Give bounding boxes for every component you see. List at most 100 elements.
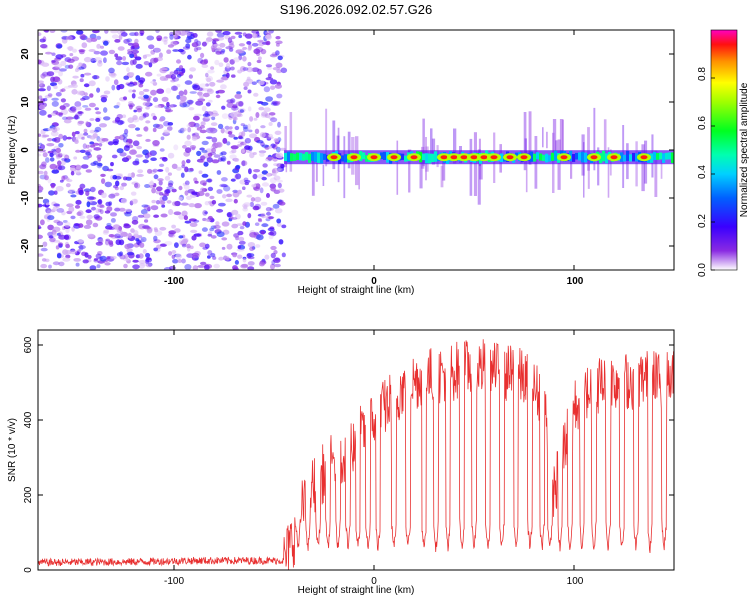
spectrogram-noise-cell <box>111 84 116 91</box>
spectrogram-noise-cell <box>265 34 272 40</box>
spectrogram-noise-cell <box>134 31 139 37</box>
spectrogram-noise-cell <box>186 36 193 40</box>
spectrogram-noise-cell <box>183 215 188 221</box>
spectrogram-noise-cell <box>105 238 110 242</box>
spectrogram-noise-cell <box>207 152 213 157</box>
spectrogram-noise-cell <box>105 201 111 207</box>
spectrogram-noise-cell <box>117 235 123 239</box>
spectrogram-noise-cell <box>169 34 174 40</box>
spectrogram-noise-cell <box>138 260 146 264</box>
spectrogram-noise-cell <box>173 144 179 151</box>
spectrogram-noise-cell <box>114 175 122 180</box>
spectrogram-noise-cell <box>125 176 132 181</box>
spectrogram-noise-cell <box>38 170 44 175</box>
spectrogram-noise-cell <box>192 265 199 270</box>
spectrogram-noise-cell <box>185 38 192 44</box>
spectrogram-noise-cell <box>226 72 230 79</box>
spectrogram-noise-cell <box>147 152 152 158</box>
spectrogram-streak <box>587 158 590 189</box>
spectrogram-noise-cell <box>67 46 73 52</box>
spectrogram-noise-cell <box>197 57 204 64</box>
spectrogram-noise-cell <box>132 160 140 166</box>
spectrogram-noise-cell <box>180 172 185 178</box>
spectrogram-streak <box>528 111 532 165</box>
spectrogram-noise-cell <box>266 172 271 178</box>
spectrogram-noise-cell <box>259 187 264 194</box>
spectrogram-noise-cell <box>230 106 239 111</box>
spectrogram-noise-cell <box>261 182 270 187</box>
spectrogram-noise-cell <box>238 240 246 245</box>
spectrogram-noise-cell <box>93 214 100 219</box>
spectrogram-noise-cell <box>63 225 71 230</box>
spectrogram-streak <box>332 120 336 170</box>
spectrogram-noise-cell <box>139 242 145 248</box>
spectrogram-noise-cell <box>244 182 249 186</box>
spectrogram-noise-cell <box>226 243 233 250</box>
spectrogram-noise-cell <box>226 62 231 69</box>
spectrogram-noise-cell <box>106 168 114 172</box>
spectrogram-noise-cell <box>42 241 48 247</box>
spectrogram-ridge-cell <box>656 153 660 160</box>
spectrogram-noise-cell <box>86 37 93 43</box>
spectrogram-noise-cell <box>201 227 208 232</box>
spectrogram-noise-cell <box>93 147 102 151</box>
spectrogram-noise-cell <box>226 193 233 198</box>
spectrogram-noise-cell <box>260 230 266 235</box>
spectrogram-axis-ticks <box>38 30 674 270</box>
spectrogram-streak <box>641 144 645 192</box>
spectrogram-noise-cell <box>57 165 66 171</box>
spectrogram-noise-cell <box>132 259 139 263</box>
spectrogram-noise-cell <box>190 229 198 233</box>
spectrogram-noise-cell <box>150 89 157 96</box>
spectrogram-noise-cell <box>181 68 186 74</box>
spectrogram-ridge-cell <box>572 154 576 162</box>
spectrogram-noise-cell <box>167 44 174 48</box>
spectrogram-noise-cell <box>220 157 225 161</box>
spectrogram-streak <box>322 164 325 186</box>
spectrogram-noise-cell <box>128 124 136 129</box>
spectrogram-noise-cell <box>258 218 263 223</box>
spectrogram-noise-cell <box>53 85 58 90</box>
spectrogram-noise-cell <box>51 52 56 56</box>
spectrogram-noise-cell <box>250 197 256 202</box>
spectrogram-noise-cell <box>270 252 276 259</box>
spectrogram-noise-cell <box>52 226 61 232</box>
spectrogram-noise-cell <box>258 80 265 86</box>
spectrogram-noise-cell <box>118 83 125 90</box>
spectrogram-noise-cell <box>232 265 238 270</box>
spectrogram-noise-cell <box>121 61 130 66</box>
spectrogram-noise-cell <box>114 116 121 123</box>
spectrogram-noise-cell <box>52 66 60 71</box>
spectrogram-noise-cell <box>245 78 254 85</box>
spectrogram-noise-cell <box>119 134 126 141</box>
spectrogram-noise-cell <box>120 197 128 204</box>
spectrogram-noise-cell <box>216 208 224 213</box>
spectrogram-noise-cell <box>38 82 43 87</box>
spectrogram-noise-cell <box>246 253 255 258</box>
spectrogram-noise-cell <box>230 111 238 118</box>
spectrogram-noise-cell <box>216 79 225 83</box>
spectrogram-ridge-cell <box>545 153 549 163</box>
spectrogram-noise-cell <box>193 122 200 128</box>
spectrogram-noise-cell <box>178 185 183 191</box>
spectrogram-noise-cell <box>145 252 151 258</box>
spectrogram-noise-cell <box>237 245 242 250</box>
spectrogram-noise-cell <box>196 150 202 157</box>
spectrogram-ridge-cell <box>404 155 408 162</box>
spectrogram-noise-cell <box>144 219 149 223</box>
spectrogram-noise-cell <box>268 145 273 149</box>
spectrogram-streak <box>440 165 444 188</box>
spectrogram-noise-cell <box>278 239 284 245</box>
spectrogram-ridge-cell <box>341 155 345 162</box>
spectrogram-noise-cell <box>226 160 231 165</box>
spectrogram-noise-cell <box>273 175 281 181</box>
spectrogram-noise-cell <box>243 86 248 91</box>
spectrogram-noise-cell <box>145 106 150 110</box>
spectrogram-noise-cell <box>71 131 76 137</box>
spectrogram-noise-cell <box>126 67 130 73</box>
spectrogram-noise-cell <box>270 263 275 270</box>
snr-ytick: 600 <box>23 336 34 353</box>
spectrogram-noise-cell <box>52 232 58 237</box>
spectrogram-noise-cell <box>153 214 160 218</box>
spectrogram-noise-cell <box>216 231 225 238</box>
